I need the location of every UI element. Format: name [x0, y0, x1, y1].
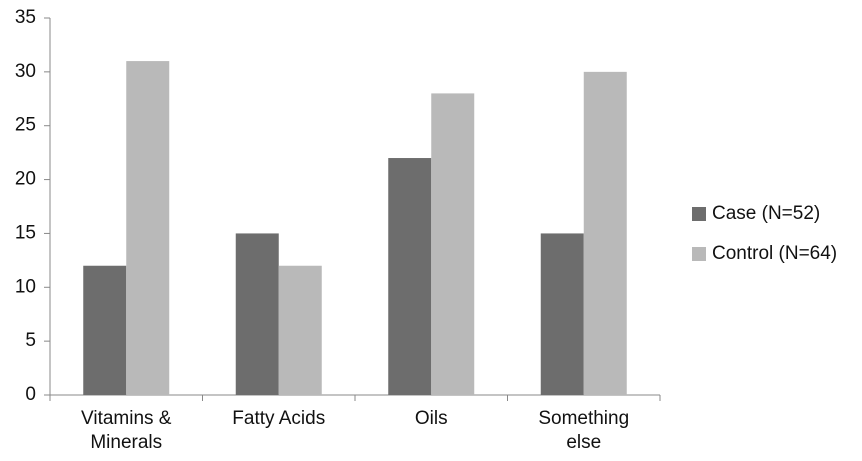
bar — [126, 61, 170, 395]
x-tick-label: Oils — [414, 408, 448, 429]
y-tick-label: 35 — [15, 7, 36, 28]
legend-swatch — [692, 247, 706, 261]
bar — [83, 265, 127, 395]
y-tick-label: 30 — [15, 61, 36, 82]
y-tick-label: 15 — [15, 222, 36, 243]
y-tick-label: 25 — [15, 115, 36, 136]
bar — [431, 93, 475, 396]
legend-swatch — [692, 207, 706, 221]
y-tick-label: 5 — [25, 330, 36, 351]
bar — [235, 233, 279, 395]
legend-label: Case (N=52) — [712, 203, 820, 224]
x-tick-label: Something else — [538, 408, 630, 453]
x-tick-label: Vitamins & Minerals — [81, 408, 172, 453]
legend-label: Control (N=64) — [712, 243, 837, 264]
y-tick-label: 0 — [25, 384, 36, 405]
bar — [583, 71, 627, 395]
bar — [388, 158, 432, 395]
bar — [278, 265, 322, 395]
x-tick-label: Fatty Acids — [232, 408, 326, 429]
y-tick-label: 20 — [15, 169, 36, 190]
y-tick-label: 10 — [15, 276, 36, 297]
bar — [540, 233, 584, 395]
